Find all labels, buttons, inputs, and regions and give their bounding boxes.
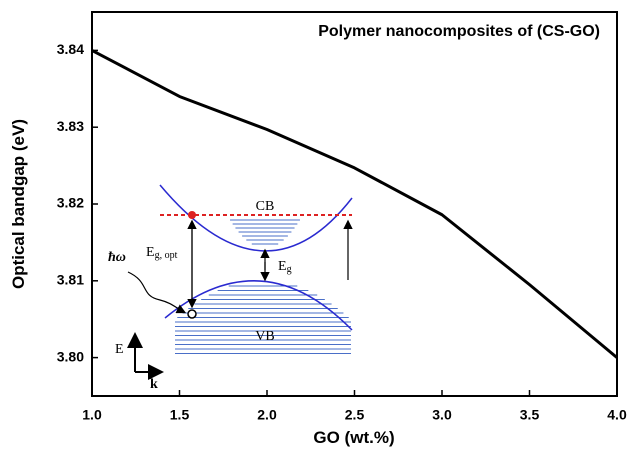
k-label: k [150, 377, 158, 392]
data-line [91, 49, 618, 359]
x-tick-label: 2.5 [345, 407, 365, 423]
y-tick-label: 3.83 [57, 118, 84, 134]
eg-sub: g [287, 264, 292, 275]
y-tick-label: 3.84 [57, 41, 84, 57]
eg-opt-label: Eg, opt [146, 245, 178, 261]
cb-label: CB [256, 199, 275, 214]
x-tick-label: 3.5 [520, 407, 540, 423]
cb-fill [230, 219, 300, 245]
eg-main: E [278, 259, 287, 274]
x-axis-label: GO (wt.%) [313, 428, 394, 447]
eg-opt-main: E [146, 245, 155, 260]
plot-frame [91, 11, 618, 397]
vb-curve [164, 280, 353, 331]
energy-label: E [115, 342, 124, 357]
eg-opt-sub: g, opt [155, 250, 178, 261]
eg-label: Eg [278, 259, 292, 275]
x-tick-label: 3.0 [432, 407, 452, 423]
y-tick-label: 3.82 [57, 195, 84, 211]
x-tick-label: 2.0 [257, 407, 277, 423]
vb-label: VB [255, 329, 274, 344]
y-tick-label: 3.81 [57, 272, 84, 288]
y-axis-label: Optical bandgap (eV) [9, 119, 28, 289]
cb-curve [159, 184, 353, 252]
red-dot [188, 211, 196, 219]
photon-label: ħω [108, 250, 126, 265]
x-tick-label: 1.0 [82, 407, 102, 423]
x-tick-label: 4.0 [607, 407, 627, 423]
hole [187, 309, 197, 319]
chart-title: Polymer nanocomposites of (CS-GO) [318, 23, 600, 40]
photon-arrow [127, 271, 187, 314]
band-diagram: CB VB Eg, opt Eg ħω E k [108, 184, 353, 392]
y-tick-label: 3.80 [57, 348, 84, 364]
vb-fill [175, 285, 351, 354]
x-tick-label: 1.5 [170, 407, 190, 423]
